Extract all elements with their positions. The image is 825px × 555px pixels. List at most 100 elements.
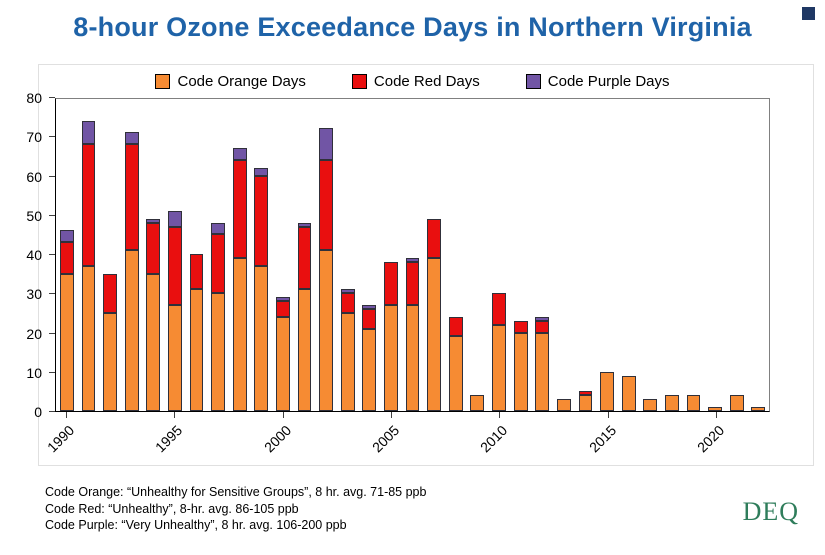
stacked-bar xyxy=(578,391,593,411)
bar-group-1994 xyxy=(142,99,164,411)
bar-segment xyxy=(362,328,377,411)
x-tick-label-2005: 2005 xyxy=(368,422,403,456)
bar-segment xyxy=(297,226,312,290)
bar-group-2009 xyxy=(467,99,489,411)
bar-segment xyxy=(535,332,550,411)
bar-segment xyxy=(492,293,506,325)
x-tick-mark xyxy=(65,412,67,418)
stacked-bar xyxy=(103,273,117,411)
bar-segment xyxy=(275,301,290,317)
bar-group-1993 xyxy=(121,99,143,411)
bar-segment xyxy=(448,316,463,337)
bar-segment xyxy=(556,399,571,411)
bar-segment xyxy=(513,320,528,333)
bar-segment xyxy=(124,132,139,145)
bar-group-2000 xyxy=(272,99,294,411)
bar-group-2015 xyxy=(596,99,618,411)
legend-label: Code Orange Days xyxy=(177,73,306,90)
bar-segment xyxy=(319,159,334,251)
bar-segment xyxy=(686,395,701,411)
bar-segment xyxy=(297,289,312,411)
x-tick-label-2000: 2000 xyxy=(260,422,294,456)
x-tick-mark xyxy=(499,412,501,418)
stacked-bar xyxy=(427,218,442,411)
stacked-bar xyxy=(729,395,744,411)
bar-segment xyxy=(427,218,442,258)
y-tick-mark xyxy=(49,175,55,177)
stacked-bar xyxy=(384,261,398,411)
bar-group-2010 xyxy=(488,99,510,411)
x-tick-label-1995: 1995 xyxy=(152,422,186,456)
bar-segment xyxy=(167,305,182,411)
x-axis: 1990 1995 2000 2005 2010 2015 2020 xyxy=(44,412,770,482)
bar-segment xyxy=(405,261,420,306)
bar-segment xyxy=(146,218,161,223)
chart-title: 8-hour Ozone Exceedance Days in Northern… xyxy=(73,12,752,42)
bar-segment xyxy=(211,293,225,411)
y-tick-label: 20 xyxy=(26,325,42,342)
y-tick-label: 70 xyxy=(26,129,42,146)
stacked-bar xyxy=(211,222,225,411)
bar-segment xyxy=(59,242,74,274)
stacked-bar xyxy=(59,230,74,411)
x-tick-mark xyxy=(174,412,176,418)
deq-logo: DEQ xyxy=(742,497,799,526)
bar-group-2018 xyxy=(661,99,683,411)
x-tick-label-2010: 2010 xyxy=(477,422,511,456)
bar-segment xyxy=(535,320,550,333)
bar-segment xyxy=(340,312,355,411)
bar-segment xyxy=(448,336,463,411)
stacked-bar xyxy=(448,316,463,411)
x-tick-mark xyxy=(715,412,717,418)
bar-segment xyxy=(535,316,550,321)
bar-group-1999 xyxy=(250,99,272,411)
stacked-bar xyxy=(492,293,506,411)
bar-segment xyxy=(59,273,74,411)
stacked-bar xyxy=(167,210,182,411)
stacked-bar xyxy=(405,257,420,411)
bar-group-2011 xyxy=(510,99,532,411)
bar-segment xyxy=(275,297,290,302)
bar-group-2003 xyxy=(337,99,359,411)
stacked-bar xyxy=(254,167,269,411)
y-tick-mark xyxy=(49,214,55,216)
y-tick-mark xyxy=(49,293,55,295)
stacked-bar xyxy=(124,132,139,411)
bar-group-2021 xyxy=(726,99,748,411)
bar-group-2002 xyxy=(315,99,337,411)
bar-group-1991 xyxy=(78,99,100,411)
chart-frame xyxy=(38,64,814,466)
bar-segment xyxy=(340,293,355,313)
bar-segment xyxy=(319,128,334,160)
bar-segment xyxy=(513,332,528,411)
bar-group-2007 xyxy=(423,99,445,411)
bar-segment xyxy=(124,250,139,411)
bar-segment xyxy=(362,308,377,329)
bar-segment xyxy=(384,261,398,306)
y-tick-label: 30 xyxy=(26,286,42,303)
bar-segment xyxy=(81,120,96,145)
bar-segment xyxy=(254,265,269,411)
bar-segment xyxy=(362,305,377,309)
bar-group-1995 xyxy=(164,99,186,411)
bar-group-2013 xyxy=(553,99,575,411)
stacked-bar xyxy=(643,399,658,411)
stacked-bar xyxy=(146,218,161,411)
bar-segment xyxy=(232,257,247,411)
bar-segment xyxy=(751,407,766,411)
bar-segment xyxy=(81,144,96,266)
bar-segment xyxy=(167,226,182,306)
bar-group-2019 xyxy=(683,99,705,411)
stacked-bar xyxy=(340,289,355,411)
footnote-2: Code Purple: “Very Unhealthy”, 8 hr. avg… xyxy=(45,518,347,532)
stacked-bar xyxy=(470,395,485,411)
footnote-1: Code Red: “Unhealthy”, 8-hr. avg. 86-105… xyxy=(45,501,299,516)
stacked-bar xyxy=(708,407,722,411)
stacked-bar xyxy=(362,305,377,411)
bar-segment xyxy=(708,407,722,411)
bar-group-2006 xyxy=(402,99,424,411)
x-tick-mark xyxy=(607,412,609,418)
bar-segment xyxy=(578,391,593,396)
x-tick-label-2015: 2015 xyxy=(585,422,619,456)
legend-label: Code Red Days xyxy=(373,73,480,90)
